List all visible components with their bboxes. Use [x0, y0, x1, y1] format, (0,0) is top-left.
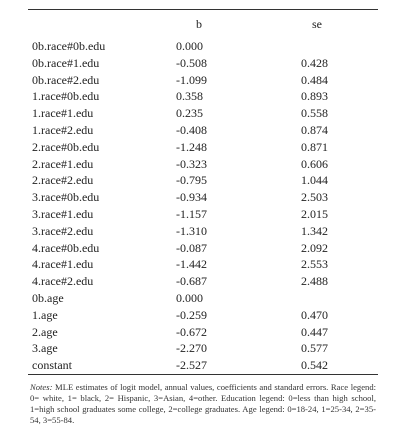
row-label: 2.race#1.edu — [32, 156, 94, 171]
regression-table: b se 0b.race#0b.edu 0.000 0b.race#1.edu -0.… — [28, 9, 378, 375]
table-row: 0b.race#1.edu -0.508 0.428 — [28, 55, 378, 72]
row-se-value: 1.044 — [301, 173, 328, 188]
row-label: 2.age — [32, 324, 58, 339]
row-se-value: 0.470 — [301, 307, 328, 322]
row-label: 1.age — [32, 307, 58, 322]
row-se-value — [258, 38, 378, 55]
row-label: 1.race#1.edu — [32, 106, 94, 121]
table-row: 3.age -2.270 0.577 — [28, 340, 378, 357]
table-row: 3.race#2.edu -1.310 1.342 — [28, 223, 378, 240]
row-label: 4.race#0b.edu — [32, 240, 100, 255]
row-label: 3.age — [32, 341, 58, 356]
row-se-value: 0.893 — [301, 89, 328, 104]
row-se-value: 1.342 — [301, 223, 328, 238]
row-label: 0b.race#0b.edu — [32, 39, 106, 53]
row-b-value: -0.259 — [176, 307, 207, 322]
row-b-value: -2.527 — [176, 358, 207, 373]
table-row: 2.race#2.edu -0.795 1.044 — [28, 172, 378, 189]
row-se-value: 2.092 — [301, 240, 328, 255]
row-label: 0b.race#1.edu — [32, 55, 100, 70]
row-b-value: -0.934 — [176, 190, 207, 205]
row-se-value: 0.577 — [301, 341, 328, 356]
table-row: 3.race#0b.edu -0.934 2.503 — [28, 189, 378, 206]
row-b-value: 0.000 — [176, 290, 203, 305]
row-label: 1.race#0b.edu — [32, 89, 100, 104]
header-se: se — [312, 16, 322, 31]
row-se-value — [258, 290, 378, 307]
table-row: 0b.race#0b.edu 0.000 — [28, 38, 378, 55]
table-row: 2.race#1.edu -0.323 0.606 — [28, 156, 378, 173]
table-notes: Notes: MLE estimates of logit model, ann… — [30, 382, 376, 426]
table-row: 2.age -0.672 0.447 — [28, 324, 378, 341]
header-row: b se — [28, 10, 378, 38]
row-b-value: -2.270 — [176, 341, 207, 356]
table-row: 1.race#1.edu 0.235 0.558 — [28, 105, 378, 122]
table-row: 3.race#1.edu -1.157 2.015 — [28, 206, 378, 223]
row-se-value: 0.558 — [301, 106, 328, 121]
row-label: 1.race#2.edu — [32, 122, 94, 137]
row-b-value: -1.099 — [176, 72, 207, 87]
row-b-value: -0.508 — [176, 55, 207, 70]
table-row: 0b.age 0.000 — [28, 290, 378, 307]
row-b-value: -0.672 — [176, 324, 207, 339]
coefficient-table: b se 0b.race#0b.edu 0.000 0b.race#1.edu -0.… — [28, 10, 378, 374]
notes-label: Notes: — [30, 382, 53, 392]
notes-text: MLE estimates of logit model, annual val… — [30, 382, 377, 425]
row-b-value: -1.442 — [176, 257, 207, 272]
row-b-value: -0.795 — [176, 173, 207, 188]
row-b-value: -1.310 — [176, 223, 207, 238]
row-se-value: 0.428 — [301, 55, 328, 70]
row-label: 3.race#0b.edu — [32, 190, 100, 205]
row-label: 2.race#0b.edu — [32, 139, 100, 154]
row-se-value: 0.542 — [301, 358, 328, 373]
row-b-value: -0.408 — [176, 122, 207, 137]
row-b-value: -1.248 — [176, 139, 207, 154]
row-label: 4.race#1.edu — [32, 257, 94, 272]
row-se-value: 2.015 — [301, 206, 328, 221]
row-b-value: -1.157 — [176, 206, 207, 221]
table-bottom-rule — [28, 373, 378, 375]
row-se-value: 0.447 — [301, 324, 328, 339]
table-row: 4.race#2.edu -0.687 2.488 — [28, 273, 378, 290]
row-b-value: -0.323 — [176, 156, 207, 171]
row-se-value: 0.874 — [301, 122, 328, 137]
header-b: b — [196, 16, 202, 31]
row-se-value: 0.871 — [301, 139, 328, 154]
table-top-rule — [28, 9, 378, 10]
row-label: 2.race#2.edu — [32, 173, 94, 188]
row-label: 4.race#2.edu — [32, 274, 94, 289]
row-b-value: 0.000 — [176, 39, 203, 53]
table-row: 0b.race#2.edu -1.099 0.484 — [28, 72, 378, 89]
row-se-value: 2.488 — [301, 274, 328, 289]
row-se-value: 0.484 — [301, 72, 328, 87]
row-se-value: 2.553 — [301, 257, 328, 272]
row-b-value: 0.358 — [176, 89, 203, 104]
row-label: 0b.race#2.edu — [32, 72, 100, 87]
row-label: 0b.age — [32, 290, 64, 305]
row-b-value: -0.687 — [176, 274, 207, 289]
row-label: 3.race#1.edu — [32, 206, 94, 221]
table-row: 2.race#0b.edu -1.248 0.871 — [28, 139, 378, 156]
row-label: 3.race#2.edu — [32, 223, 94, 238]
header-label — [28, 10, 151, 38]
row-b-value: 0.235 — [176, 106, 203, 121]
table-body: 0b.race#0b.edu 0.000 0b.race#1.edu -0.508 0.… — [28, 38, 378, 374]
table-row: 1.race#2.edu -0.408 0.874 — [28, 122, 378, 139]
table-row: 1.race#0b.edu 0.358 0.893 — [28, 88, 378, 105]
row-b-value: -0.087 — [176, 240, 207, 255]
row-se-value: 0.606 — [301, 156, 328, 171]
table-row: 4.race#1.edu -1.442 2.553 — [28, 256, 378, 273]
row-label: constant — [32, 358, 72, 373]
row-se-value: 2.503 — [301, 190, 328, 205]
table-row: 1.age -0.259 0.470 — [28, 307, 378, 324]
table-row: 4.race#0b.edu -0.087 2.092 — [28, 240, 378, 257]
table-row: constant -2.527 0.542 — [28, 357, 378, 374]
